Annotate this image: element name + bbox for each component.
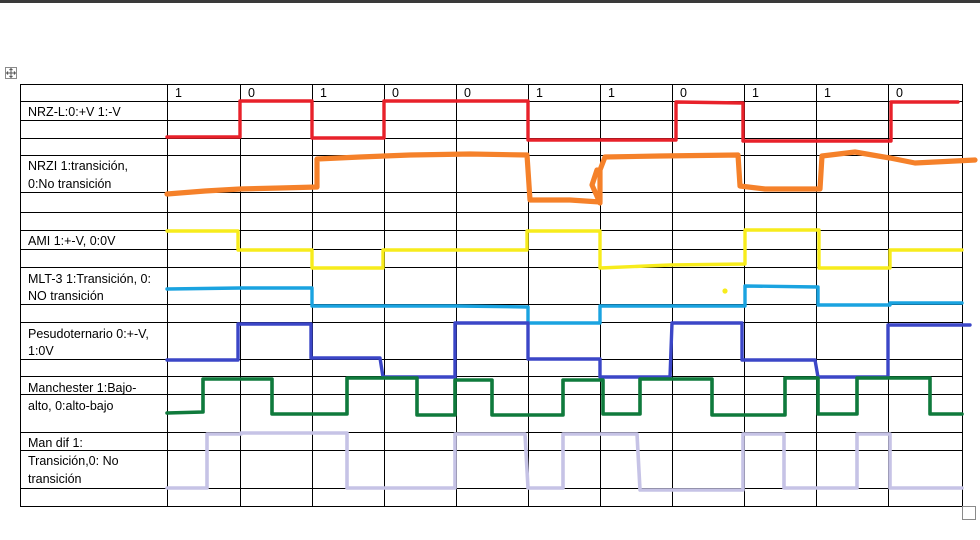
row-label-manchester: Manchester 1:Bajo- <box>28 381 136 395</box>
row-label-pseudo: 1:0V <box>28 344 54 358</box>
row-label-mandif: Transición,0: No <box>28 454 119 468</box>
waveform-mandif <box>165 431 964 492</box>
waveform-mlt3 <box>165 284 964 325</box>
waveform-pseudo <box>165 321 972 379</box>
bit-label: 1 <box>536 86 543 100</box>
window-top-border <box>0 0 980 3</box>
waveform-ami <box>165 228 964 270</box>
waveforms <box>164 99 978 492</box>
row-label-mandif: transición <box>28 472 82 486</box>
bit-label: 0 <box>464 86 471 100</box>
bit-label: 1 <box>608 86 615 100</box>
bit-label: 1 <box>824 86 831 100</box>
bit-label: 1 <box>752 86 759 100</box>
table-grid <box>20 84 963 507</box>
bit-header-row: 1 0 1 0 0 1 1 0 1 1 0 <box>175 86 903 100</box>
row-label-mlt3: MLT-3 1:Transición, 0: <box>28 272 151 286</box>
waveform-manchester <box>165 376 964 417</box>
row-label-nrzi: NRZI 1:transición, <box>28 159 128 173</box>
row-label-mlt3: NO transición <box>28 289 104 303</box>
waveform-nrzl <box>165 99 960 143</box>
bit-label: 0 <box>896 86 903 100</box>
row-label-mandif: Man dif 1: <box>28 436 83 450</box>
row-label-nrzl: NRZ-L:0:+V 1:-V <box>28 105 121 119</box>
waveform-nrzi <box>164 149 978 205</box>
bit-label: 0 <box>680 86 687 100</box>
stray-yellow-dot <box>722 288 728 294</box>
bit-label: 0 <box>392 86 399 100</box>
bit-label: 0 <box>248 86 255 100</box>
row-label-manchester: alto, 0:alto-bajo <box>28 399 114 413</box>
table-resize-handle[interactable] <box>962 506 976 520</box>
table-move-handle-icon[interactable] <box>5 67 17 79</box>
row-label-ami: AMI 1:+-V, 0:0V <box>28 234 116 248</box>
row-label-pseudo: Pesudoternario 0:+-V, <box>28 327 149 341</box>
waveform-nrzi <box>589 167 603 206</box>
encoding-labels: NRZ-L:0:+V 1:-V NRZI 1:transición, 0:No tr… <box>28 105 151 486</box>
bit-label: 1 <box>175 86 182 100</box>
row-label-nrzi: 0:No transición <box>28 177 111 191</box>
bit-label: 1 <box>320 86 327 100</box>
